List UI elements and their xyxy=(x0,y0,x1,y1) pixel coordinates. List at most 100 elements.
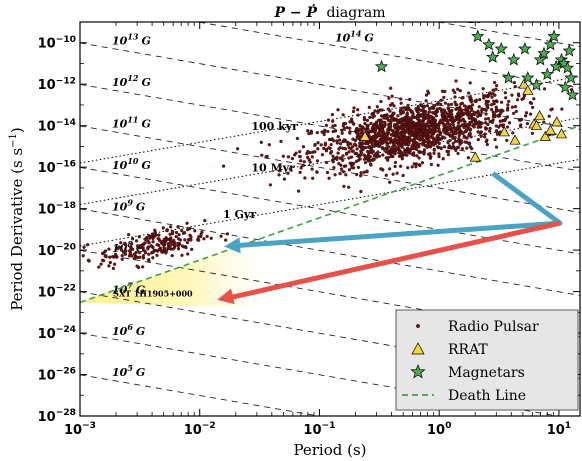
chart-title: P − Ṗ diagram xyxy=(273,2,385,21)
radio-pulsar-point xyxy=(456,118,460,122)
radio-pulsar-point xyxy=(332,139,336,143)
radio-pulsar-point xyxy=(141,265,145,269)
radio-pulsar-point xyxy=(388,109,392,113)
radio-pulsar-point xyxy=(170,231,175,236)
chart-title-bold: P − Ṗ xyxy=(273,2,317,21)
y-tick-label-base: 10 xyxy=(38,410,56,425)
radio-pulsar-point xyxy=(435,145,440,149)
radio-pulsar-point xyxy=(335,139,339,143)
radio-pulsar-point xyxy=(337,147,341,151)
radio-pulsar-point xyxy=(330,112,335,117)
radio-pulsar-point xyxy=(301,163,305,168)
radio-pulsar-point xyxy=(197,238,201,242)
radio-pulsar-point xyxy=(320,153,325,157)
radio-pulsar-point xyxy=(359,146,363,150)
radio-pulsar-point xyxy=(463,108,467,112)
radio-pulsar-point xyxy=(438,102,443,106)
radio-pulsar-point xyxy=(333,173,337,177)
radio-pulsar-point xyxy=(358,174,363,178)
radio-pulsar-point xyxy=(427,110,432,114)
radio-pulsar-point xyxy=(123,241,127,245)
x-tick-label: 10−3 xyxy=(64,421,96,438)
radio-pulsar-point xyxy=(313,142,317,147)
radio-pulsar-point xyxy=(332,165,336,170)
radio-pulsar-point xyxy=(379,99,383,104)
radio-pulsar-point xyxy=(184,245,188,250)
radio-pulsar-point xyxy=(186,252,190,256)
magnetar-point xyxy=(560,61,575,74)
radio-pulsar-point xyxy=(449,125,453,130)
legend-label: Radio Pulsar xyxy=(448,319,539,335)
magnetar-point xyxy=(374,59,389,73)
radio-pulsar-point xyxy=(112,262,117,266)
radio-pulsar-point xyxy=(416,121,420,125)
radio-pulsar-point xyxy=(341,154,345,158)
radio-pulsar-point xyxy=(424,128,428,133)
radio-pulsar-point xyxy=(367,105,371,110)
radio-pulsar-point xyxy=(429,162,434,167)
radio-pulsar-point xyxy=(153,228,157,232)
radio-pulsar-point xyxy=(401,122,405,127)
radio-pulsar-point xyxy=(380,128,384,132)
magnetar-point xyxy=(537,46,551,60)
radio-pulsar-point xyxy=(359,151,364,155)
radio-pulsar-point xyxy=(316,141,320,145)
radio-pulsar-point xyxy=(297,154,302,159)
radio-pulsar-point xyxy=(437,152,441,156)
radio-pulsar-point xyxy=(486,106,490,110)
magnetar-point xyxy=(562,44,576,57)
radio-pulsar-point xyxy=(429,119,433,123)
radio-pulsar-point xyxy=(339,163,343,167)
radio-pulsar-point xyxy=(524,111,529,115)
radio-pulsar-point xyxy=(542,87,547,91)
axis-ticks: 10−3 10−2 10−1 100 10110−1010−1210−1410−1610… xyxy=(38,22,580,438)
radio-pulsar-point xyxy=(442,145,447,149)
radio-pulsar-point xyxy=(389,154,393,159)
magnetar-point xyxy=(566,88,580,101)
legend-magnetar-marker xyxy=(410,364,426,379)
b-field-label-exp: 10 xyxy=(127,156,139,166)
radio-pulsar-point xyxy=(408,97,412,102)
radio-pulsar-point xyxy=(412,151,416,155)
radio-pulsar-point xyxy=(470,103,475,107)
radio-pulsar-point xyxy=(282,177,287,181)
radio-pulsar-point xyxy=(372,144,376,148)
radio-pulsar-point xyxy=(141,254,146,258)
radio-pulsar-point xyxy=(488,126,492,131)
radio-pulsar-point xyxy=(479,130,483,134)
radio-pulsar-point xyxy=(411,142,415,146)
radio-pulsar-point xyxy=(164,251,168,255)
x-axis-label: Period (s) xyxy=(293,441,366,459)
magnetar-point xyxy=(518,42,532,55)
radio-pulsar-point xyxy=(447,109,451,113)
radio-pulsar-point xyxy=(305,155,310,160)
radio-pulsar-point xyxy=(465,146,469,150)
radio-pulsar-point xyxy=(81,254,85,258)
y-tick-label-base: 10 xyxy=(38,120,56,135)
radio-pulsar-point xyxy=(410,165,414,169)
radio-pulsar-point xyxy=(470,146,474,151)
radio-pulsar-point xyxy=(176,244,181,248)
radio-pulsar-point xyxy=(530,105,535,110)
magnetar-point xyxy=(486,50,500,63)
radio-pulsar-point xyxy=(299,166,303,170)
radio-pulsar-point xyxy=(441,128,446,133)
radio-pulsar-point xyxy=(486,116,491,121)
radio-pulsar-point xyxy=(351,109,356,114)
radio-pulsar-point xyxy=(362,157,367,161)
radio-pulsar-point xyxy=(355,126,359,131)
radio-pulsar-point xyxy=(421,139,426,144)
radio-pulsar-point xyxy=(288,167,292,171)
radio-pulsar-point xyxy=(405,108,409,112)
radio-pulsar-point xyxy=(384,146,388,150)
y-tick-label: 10−24 xyxy=(38,325,76,342)
radio-pulsar-point xyxy=(423,111,427,116)
radio-pulsar-point xyxy=(456,111,461,115)
radio-pulsar-point xyxy=(422,117,426,121)
rrat-point xyxy=(469,151,481,162)
radio-pulsar-point xyxy=(425,145,429,150)
radio-pulsar-point xyxy=(407,147,411,152)
radio-pulsar-point xyxy=(399,118,403,122)
radio-pulsar-point xyxy=(429,115,433,119)
